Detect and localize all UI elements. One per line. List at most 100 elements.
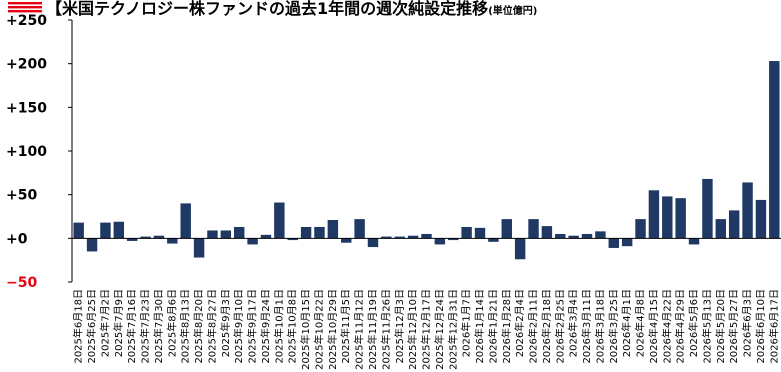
x-tick-label: 2025年11月12日 [353, 289, 366, 370]
x-tick-label: 2025年7月30日 [152, 289, 165, 364]
y-tick-label: +250 [6, 13, 47, 29]
bar [73, 222, 84, 239]
bar [769, 61, 780, 239]
bar [140, 236, 151, 239]
title-logo-icon [8, 2, 42, 13]
x-tick-label: 2025年8月20日 [192, 289, 205, 364]
x-tick-label: 2025年9月3日 [219, 289, 232, 357]
bar [367, 238, 379, 248]
x-tick-label: 2025年10月22日 [312, 289, 325, 370]
bar [274, 202, 285, 239]
bar [86, 238, 98, 252]
x-tick-label: 2026年3月18日 [593, 289, 606, 364]
x-tick-label: 2026年4月15日 [647, 289, 660, 364]
x-tick-label: 2026年4月22日 [660, 289, 673, 364]
x-tick-label: 2025年7月9日 [112, 289, 125, 357]
bar [421, 233, 432, 239]
x-tick-label: 2026年3月4日 [567, 289, 580, 357]
bar [755, 199, 767, 239]
bar [702, 178, 713, 239]
x-tick-label: 2025年12月3日 [393, 289, 406, 364]
x-tick-label: 2026年1月7日 [460, 289, 473, 357]
bar [381, 236, 392, 239]
bar [675, 198, 686, 239]
bar [247, 238, 258, 245]
y-tick-label: +50 [6, 188, 37, 204]
bar [662, 196, 673, 239]
y-tick-label: +100 [6, 144, 47, 160]
x-tick-label: 2025年7月16日 [125, 289, 138, 364]
bar [501, 219, 512, 239]
bar [514, 238, 526, 260]
x-tick-label: 2025年9月17日 [246, 289, 259, 364]
y-tick-label: +150 [6, 100, 47, 116]
x-tick-label: 2025年12月10日 [406, 289, 419, 370]
bar [621, 238, 633, 247]
x-tick-label: 2025年6月18日 [72, 289, 85, 364]
y-tick-label: −50 [6, 275, 37, 291]
bar [153, 235, 165, 239]
y-tick-label: +200 [6, 57, 47, 73]
chart-title-main: 【米国テクノロジー株ファンドの過去1年間の週次純設定推移 [46, 0, 488, 18]
x-tick-label: 2025年12月31日 [446, 289, 459, 370]
bar [167, 238, 178, 244]
x-tick-label: 2026年5月27日 [727, 289, 740, 364]
x-tick-label: 2025年8月6日 [165, 289, 178, 357]
x-axis: 2025年6月18日 2025年6月25日 2025年7月2日 2025年7月9日 20… [72, 237, 781, 370]
x-tick-label: 2025年11月26日 [379, 289, 392, 370]
x-tick-label: 2026年2月18日 [540, 289, 553, 364]
x-tick-label: 2026年2月25日 [553, 289, 566, 364]
x-tick-label: 2025年8月27日 [205, 289, 218, 364]
bar [193, 238, 205, 258]
bar [581, 233, 593, 239]
bar [728, 210, 740, 239]
x-tick-label: 2026年5月13日 [700, 289, 713, 364]
x-tick-label: 2025年10月29日 [326, 289, 339, 370]
bar [595, 231, 606, 239]
x-tick-label: 2026年5月20日 [714, 289, 727, 364]
bar [300, 226, 312, 239]
bar [688, 238, 700, 245]
x-tick-label: 2026年1月14日 [473, 289, 486, 364]
bar [448, 238, 459, 241]
bar [474, 227, 486, 239]
bar [207, 230, 218, 239]
x-tick-label: 2025年10月1日 [272, 289, 285, 364]
bar [287, 238, 298, 241]
bar [234, 226, 245, 239]
x-tick-label: 2025年12月17日 [420, 289, 433, 370]
x-tick-label: 2025年6月25日 [85, 289, 98, 364]
bar [434, 238, 446, 245]
x-tick-label: 2026年6月10日 [754, 289, 767, 364]
bar [648, 190, 660, 239]
x-tick-label: 2026年1月28日 [500, 289, 513, 364]
bar [461, 226, 472, 239]
bar [407, 235, 419, 239]
x-tick-label: 2026年2月11日 [527, 289, 540, 364]
bar [568, 235, 579, 239]
bar [260, 234, 272, 239]
x-tick-label: 2026年3月11日 [580, 289, 593, 364]
x-tick-label: 2025年9月24日 [259, 289, 272, 364]
x-tick-label: 2025年10月8日 [286, 289, 299, 364]
bar [354, 219, 365, 239]
y-axis: +250 +200 +150 +100 +50 +0 −50 [6, 13, 73, 291]
bar [180, 203, 191, 239]
x-tick-label: 2025年11月5日 [339, 289, 352, 364]
x-tick-label: 2025年10月15日 [299, 289, 312, 370]
x-tick-label: 2025年11月19日 [366, 289, 379, 370]
x-tick-label: 2026年2月4日 [513, 289, 526, 357]
x-tick-label: 2025年12月24日 [433, 289, 446, 370]
x-tick-label: 2025年9月10日 [232, 289, 245, 364]
x-tick-label: 2025年7月2日 [98, 289, 111, 357]
x-tick-label: 2025年8月13日 [179, 289, 192, 364]
x-tick-label: 2026年6月3日 [741, 289, 754, 357]
chart-title-unit: (単位億円) [488, 4, 537, 17]
bar [314, 226, 325, 239]
bar [555, 233, 566, 239]
bar [541, 226, 553, 239]
x-tick-label: 2026年4月29日 [674, 289, 687, 364]
x-tick-label: 2026年1月21日 [486, 289, 499, 364]
bar [715, 219, 727, 239]
